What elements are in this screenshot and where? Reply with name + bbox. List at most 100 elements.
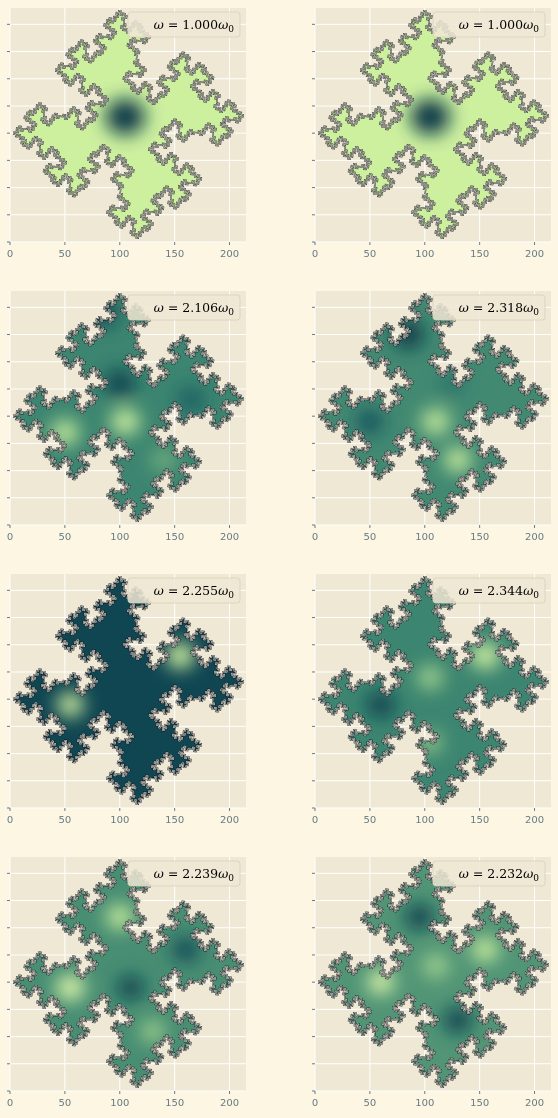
legend-label: ω = 2.239ω0: [154, 866, 235, 884]
legend: ω = 2.344ω0: [432, 577, 546, 604]
field-feature: [150, 447, 177, 472]
subplot-svg: 0 50 100 150 200 ω = 2.239ω0: [7, 857, 246, 1109]
x-tick-label: 0: [7, 249, 13, 260]
subplot-svg: 0 50 100 150 200 ω = 1.000ω0: [7, 8, 246, 260]
legend-box: [432, 294, 546, 321]
subplot-3-0: 0 50 100 150 200 ω = 2.239ω0: [7, 857, 246, 1109]
field-feature: [444, 447, 471, 472]
subplot-svg: 0 50 100 150 200 ω = 2.344ω0: [312, 574, 551, 826]
field-feature: [470, 642, 500, 669]
field-feature: [176, 386, 206, 413]
x-tick-label: 50: [59, 532, 72, 543]
x-tick-label: 50: [59, 1098, 72, 1109]
x-tick-label: 50: [364, 1098, 377, 1109]
legend: ω = 2.106ω0: [127, 294, 241, 321]
x-tick-label: 50: [59, 249, 72, 260]
subplot-0-0: 0 50 100 150 200 ω = 1.000ω0: [7, 8, 246, 260]
legend-box: [127, 577, 241, 604]
legend-label: ω = 2.106ω0: [154, 300, 235, 318]
legend: ω = 1.000ω0: [432, 11, 546, 38]
field-feature: [104, 369, 136, 398]
fractal-boundary-highlight: [318, 859, 549, 1088]
legend-label: ω = 2.232ω0: [459, 866, 540, 884]
legend-box: [127, 294, 241, 321]
subplot-svg: 0 50 100 150 200 ω = 2.232ω0: [312, 857, 551, 1109]
x-tick-label: 0: [7, 1098, 13, 1109]
x-tick-label: 0: [312, 249, 318, 260]
x-tick-label: 50: [59, 815, 72, 826]
field-feature: [56, 974, 85, 1001]
legend-label: ω = 1.000ω0: [459, 17, 540, 35]
field-feature: [57, 692, 84, 717]
subplot-svg: 0 50 100 150 200 ω = 2.106ω0: [7, 291, 246, 543]
field-feature: [366, 691, 396, 718]
field-feature: [471, 937, 499, 962]
x-tick-label: 200: [525, 815, 544, 826]
fractal-boundary-highlight: [13, 859, 244, 1088]
x-tick-label: 0: [312, 1098, 318, 1109]
fractal-boundary-highlight: [13, 293, 244, 522]
subplot-svg: 0 50 100 150 200 ω = 2.318ω0: [312, 291, 551, 543]
x-tick-label: 200: [525, 532, 544, 543]
x-tick-label: 150: [470, 532, 489, 543]
field-feature: [417, 665, 444, 690]
x-tick-label: 0: [312, 532, 318, 543]
field-feature: [140, 1020, 165, 1043]
legend-label: ω = 2.318ω0: [459, 300, 540, 318]
field-feature: [117, 975, 144, 1000]
fractal-boundary-highlight: [318, 10, 549, 239]
subplot-svg: 0 50 100 150 200 ω = 1.000ω0: [312, 8, 551, 260]
subplot-3-1: 0 50 100 150 200 ω = 2.232ω0: [312, 857, 551, 1109]
field-feature: [422, 953, 449, 978]
x-tick-label: 150: [165, 249, 184, 260]
x-tick-label: 100: [415, 532, 434, 543]
x-tick-label: 150: [165, 1098, 184, 1109]
field-feature: [410, 98, 451, 135]
subplot-0-1: 0 50 100 150 200 ω = 1.000ω0: [312, 8, 551, 260]
subplot-1-0: 0 50 100 150 200 ω = 2.106ω0: [7, 291, 246, 543]
x-tick-label: 100: [415, 815, 434, 826]
legend-label: ω = 2.255ω0: [154, 583, 235, 601]
field-feature: [110, 408, 140, 435]
x-tick-label: 200: [220, 1098, 239, 1109]
x-tick-label: 50: [364, 815, 377, 826]
x-tick-label: 200: [525, 249, 544, 260]
x-tick-label: 0: [7, 815, 13, 826]
x-tick-label: 200: [220, 532, 239, 543]
field-feature: [421, 408, 451, 435]
fractal-boundary-highlight: [13, 576, 244, 805]
x-tick-label: 200: [525, 1098, 544, 1109]
x-tick-label: 200: [220, 815, 239, 826]
field-feature: [443, 1007, 472, 1034]
subplot-2-1: 0 50 100 150 200 ω = 2.344ω0: [312, 574, 551, 826]
legend-label: ω = 2.344ω0: [459, 583, 540, 601]
field-feature: [404, 903, 434, 930]
legend-box: [127, 11, 241, 38]
subplot-svg: 0 50 100 150 200 ω = 2.255ω0: [7, 574, 246, 826]
x-tick-label: 0: [312, 815, 318, 826]
x-tick-label: 200: [220, 249, 239, 260]
legend: ω = 2.255ω0: [127, 577, 241, 604]
x-tick-label: 50: [364, 532, 377, 543]
fractal-boundary-highlight: [318, 293, 549, 522]
x-tick-label: 150: [470, 1098, 489, 1109]
legend-label: ω = 1.000ω0: [154, 17, 235, 35]
legend: ω = 2.318ω0: [432, 294, 546, 321]
x-tick-label: 150: [470, 815, 489, 826]
subplot-1-1: 0 50 100 150 200 ω = 2.318ω0: [312, 291, 551, 543]
legend-box: [432, 860, 546, 887]
legend: ω = 1.000ω0: [127, 11, 241, 38]
x-tick-label: 100: [110, 1098, 129, 1109]
legend-box: [127, 860, 241, 887]
subplot-2-0: 0 50 100 150 200 ω = 2.255ω0: [7, 574, 246, 826]
legend-box: [432, 577, 546, 604]
field-feature: [105, 98, 146, 135]
fractal-boundary-highlight: [13, 10, 244, 239]
x-tick-label: 100: [415, 249, 434, 260]
legend-box: [432, 11, 546, 38]
x-tick-label: 0: [7, 532, 13, 543]
x-tick-label: 100: [415, 1098, 434, 1109]
x-tick-label: 100: [110, 249, 129, 260]
x-tick-label: 100: [110, 815, 129, 826]
